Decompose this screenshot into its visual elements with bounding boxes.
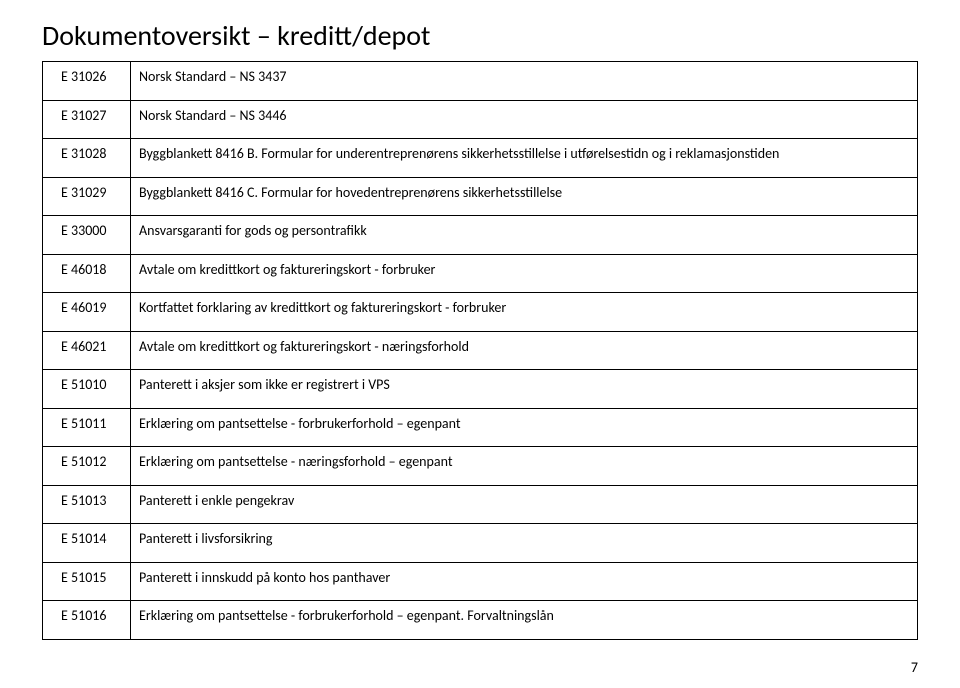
table-row: E 51011Erklæring om pantsettelse - forbr… bbox=[43, 408, 918, 447]
code-cell: E 46021 bbox=[43, 331, 131, 370]
description-cell: Byggblankett 8416 C. Formular for hovede… bbox=[131, 177, 918, 216]
table-row: E 51016Erklæring om pantsettelse - forbr… bbox=[43, 601, 918, 640]
description-cell: Avtale om kredittkort og faktureringskor… bbox=[131, 254, 918, 293]
table-row: E 46019Kortfattet forklaring av kredittk… bbox=[43, 293, 918, 332]
table-row: E 51013Panterett i enkle pengekrav bbox=[43, 485, 918, 524]
description-cell: Erklæring om pantsettelse - forbrukerfor… bbox=[131, 601, 918, 640]
code-cell: E 51012 bbox=[43, 447, 131, 486]
table-row: E 51015Panterett i innskudd på konto hos… bbox=[43, 562, 918, 601]
code-cell: E 51016 bbox=[43, 601, 131, 640]
description-cell: Norsk Standard – NS 3437 bbox=[131, 62, 918, 101]
page-title: Dokumentoversikt – kreditt/depot bbox=[42, 18, 918, 53]
description-cell: Norsk Standard – NS 3446 bbox=[131, 100, 918, 139]
description-cell: Avtale om kredittkort og faktureringskor… bbox=[131, 331, 918, 370]
code-cell: E 31029 bbox=[43, 177, 131, 216]
description-cell: Erklæring om pantsettelse - forbrukerfor… bbox=[131, 408, 918, 447]
description-cell: Erklæring om pantsettelse - næringsforho… bbox=[131, 447, 918, 486]
table-row: E 31029Byggblankett 8416 C. Formular for… bbox=[43, 177, 918, 216]
code-cell: E 51015 bbox=[43, 562, 131, 601]
description-cell: Panterett i enkle pengekrav bbox=[131, 485, 918, 524]
document-table: E 31026Norsk Standard – NS 3437E 31027No… bbox=[42, 61, 918, 640]
table-row: E 31027Norsk Standard – NS 3446 bbox=[43, 100, 918, 139]
table-row: E 51014Panterett i livsforsikring bbox=[43, 524, 918, 563]
table-row: E 31026Norsk Standard – NS 3437 bbox=[43, 62, 918, 101]
table-row: E 46021Avtale om kredittkort og fakturer… bbox=[43, 331, 918, 370]
description-cell: Ansvarsgaranti for gods og persontrafikk bbox=[131, 216, 918, 255]
code-cell: E 46019 bbox=[43, 293, 131, 332]
code-cell: E 33000 bbox=[43, 216, 131, 255]
page-container: Dokumentoversikt – kreditt/depot E 31026… bbox=[0, 0, 960, 688]
code-cell: E 46018 bbox=[43, 254, 131, 293]
code-cell: E 51011 bbox=[43, 408, 131, 447]
code-cell: E 31027 bbox=[43, 100, 131, 139]
code-cell: E 31026 bbox=[43, 62, 131, 101]
code-cell: E 31028 bbox=[43, 139, 131, 178]
description-cell: Panterett i livsforsikring bbox=[131, 524, 918, 563]
code-cell: E 51014 bbox=[43, 524, 131, 563]
description-cell: Panterett i innskudd på konto hos pantha… bbox=[131, 562, 918, 601]
table-body: E 31026Norsk Standard – NS 3437E 31027No… bbox=[43, 62, 918, 640]
page-number: 7 bbox=[911, 659, 918, 676]
table-row: E 31028Byggblankett 8416 B. Formular for… bbox=[43, 139, 918, 178]
description-cell: Kortfattet forklaring av kredittkort og … bbox=[131, 293, 918, 332]
description-cell: Panterett i aksjer som ikke er registrer… bbox=[131, 370, 918, 409]
table-row: E 51012Erklæring om pantsettelse - nærin… bbox=[43, 447, 918, 486]
table-row: E 51010Panterett i aksjer som ikke er re… bbox=[43, 370, 918, 409]
table-row: E 33000Ansvarsgaranti for gods og person… bbox=[43, 216, 918, 255]
code-cell: E 51013 bbox=[43, 485, 131, 524]
table-row: E 46018Avtale om kredittkort og fakturer… bbox=[43, 254, 918, 293]
code-cell: E 51010 bbox=[43, 370, 131, 409]
description-cell: Byggblankett 8416 B. Formular for undere… bbox=[131, 139, 918, 178]
